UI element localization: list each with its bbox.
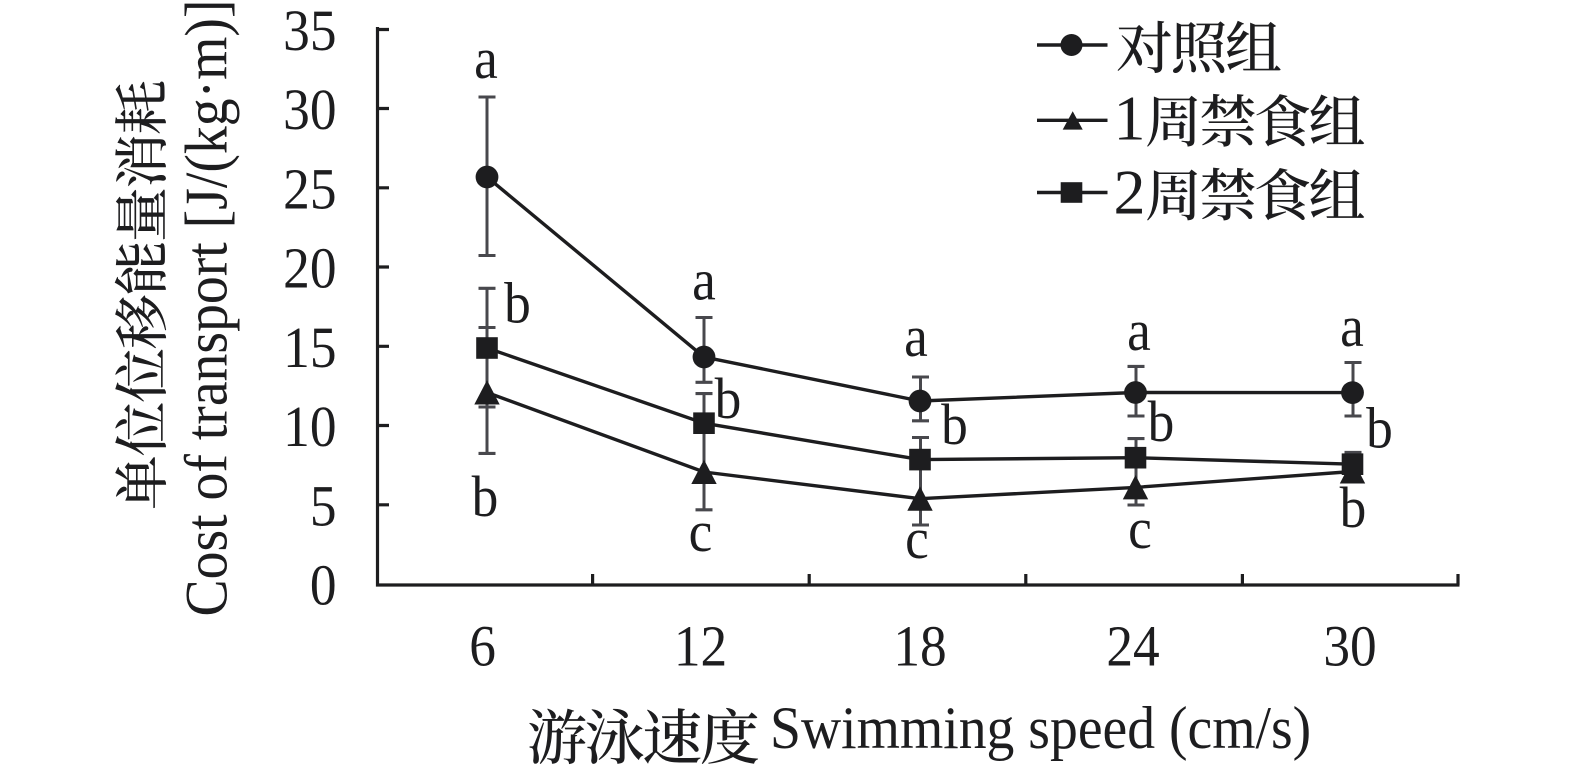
svg-text:a: a xyxy=(692,249,716,314)
svg-text:b: b xyxy=(715,367,742,432)
svg-text:b: b xyxy=(941,393,968,458)
svg-text:25: 25 xyxy=(283,157,336,222)
svg-text:b: b xyxy=(472,465,499,530)
svg-text:12: 12 xyxy=(674,615,727,680)
svg-text:b: b xyxy=(1366,397,1393,462)
svg-text:30: 30 xyxy=(283,78,336,143)
svg-text:35: 35 xyxy=(283,0,336,64)
svg-text:c: c xyxy=(1128,497,1152,562)
svg-text:Swimming speed (cm/s): Swimming speed (cm/s) xyxy=(770,694,1311,761)
svg-text:a: a xyxy=(904,305,928,370)
svg-text:1: 1 xyxy=(1114,83,1146,154)
svg-text:10: 10 xyxy=(283,395,336,460)
svg-text:b: b xyxy=(504,272,531,337)
svg-text:b: b xyxy=(1340,476,1367,541)
svg-text:a: a xyxy=(474,27,498,92)
svg-text:18: 18 xyxy=(893,615,946,680)
svg-text:5: 5 xyxy=(310,474,337,539)
svg-text:c: c xyxy=(905,507,929,572)
svg-text:2: 2 xyxy=(1114,156,1146,227)
svg-text:b: b xyxy=(1148,390,1175,455)
svg-text:c: c xyxy=(689,500,713,565)
svg-text:20: 20 xyxy=(283,237,336,302)
svg-text:0: 0 xyxy=(310,554,337,619)
svg-text:Cost of transport [J/(kg·m)]: Cost of transport [J/(kg·m)] xyxy=(173,0,240,616)
svg-text:a: a xyxy=(1340,295,1364,360)
svg-text:6: 6 xyxy=(469,615,496,680)
svg-text:15: 15 xyxy=(283,316,336,381)
svg-text:24: 24 xyxy=(1106,615,1159,680)
svg-text:a: a xyxy=(1127,299,1151,364)
svg-text:30: 30 xyxy=(1323,615,1376,680)
